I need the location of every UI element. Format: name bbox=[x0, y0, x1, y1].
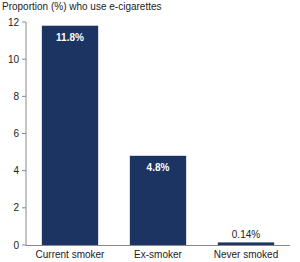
bar bbox=[42, 26, 98, 245]
y-tick-label: 6 bbox=[13, 128, 19, 139]
x-tick-label: Never smoked bbox=[214, 249, 278, 260]
y-tick bbox=[22, 207, 26, 208]
bar bbox=[218, 242, 274, 245]
y-tick bbox=[22, 96, 26, 97]
y-tick bbox=[22, 170, 26, 171]
data-label: 11.8% bbox=[56, 32, 84, 43]
data-label: 0.14% bbox=[232, 229, 260, 240]
chart: Proportion (%) who use e-cigarettes 0 2 4 6 8… bbox=[0, 0, 300, 262]
bars bbox=[42, 26, 274, 245]
y-tick bbox=[22, 133, 26, 134]
y-tick bbox=[22, 245, 26, 246]
y-tick-label: 4 bbox=[13, 165, 19, 176]
x-tick-label: Ex-smoker bbox=[134, 249, 182, 260]
y-tick-label: 8 bbox=[13, 91, 19, 102]
y-tick bbox=[22, 22, 26, 23]
data-label: 4.8% bbox=[147, 162, 170, 173]
y-tick-label: 0 bbox=[13, 240, 19, 251]
x-tick-label: Current smoker bbox=[36, 249, 106, 260]
y-tick-label: 2 bbox=[13, 202, 19, 213]
y-tick bbox=[22, 59, 26, 60]
y-tick-label: 12 bbox=[8, 17, 20, 28]
y-axis-label: Proportion (%) who use e-cigarettes bbox=[2, 1, 162, 12]
x-axis-line bbox=[26, 245, 290, 246]
y-tick-label: 10 bbox=[8, 54, 20, 65]
bar bbox=[130, 156, 186, 245]
